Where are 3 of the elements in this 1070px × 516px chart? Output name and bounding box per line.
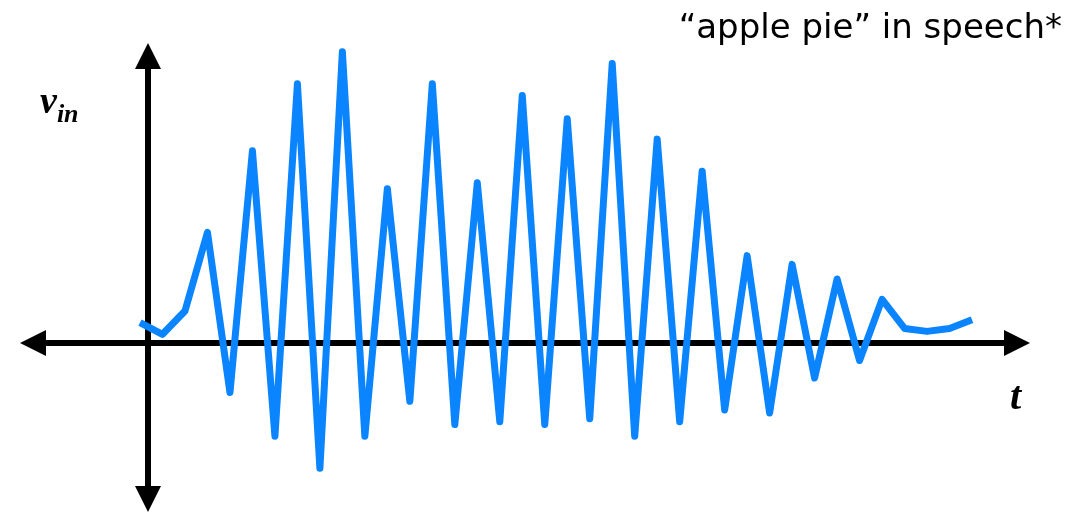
text: “apple pie” in speech* [678,6,1062,46]
x-axis-title: t [1010,372,1022,419]
y-axis-title: v$_{in}$ [40,78,79,129]
